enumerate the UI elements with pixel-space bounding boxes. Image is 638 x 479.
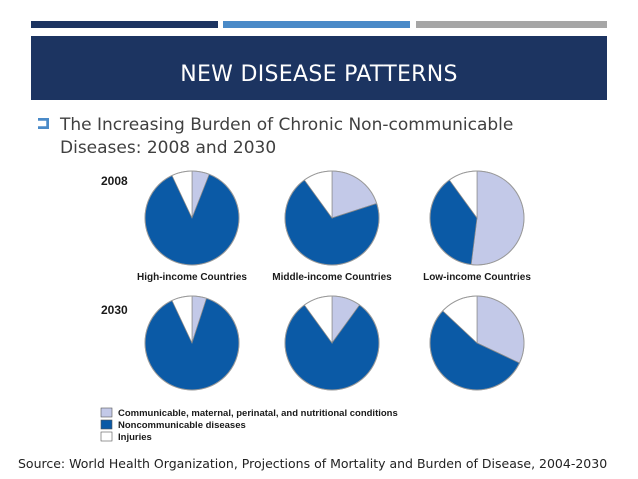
- pie-outline-2008-high-income: [144, 170, 240, 266]
- source-citation: Source: World Health Organization, Proje…: [18, 456, 608, 471]
- legend-swatch-noncommunicable: [100, 419, 113, 430]
- column-label-low-income: Low-income Countries: [423, 272, 531, 283]
- legend-label-communicable: Communicable, maternal, perinatal, and n…: [118, 408, 398, 419]
- pie-outline-2008-low-income: [429, 170, 525, 266]
- legend: Communicable, maternal, perinatal, and n…: [100, 407, 398, 443]
- pie-outline-2008-middle-income: [284, 170, 380, 266]
- legend-label-injuries: Injuries: [118, 432, 152, 443]
- column-label-middle-income: Middle-income Countries: [272, 272, 392, 283]
- top-accent-bar-blue: [223, 21, 410, 28]
- bullet-text: The Increasing Burden of Chronic Non-com…: [60, 115, 514, 158]
- title-banner: NEW DISEASE PATTERNS: [31, 36, 607, 100]
- legend-swatch-communicable: [100, 407, 113, 418]
- top-accent-bar-navy: [31, 21, 218, 28]
- legend-swatch-injuries: [100, 431, 113, 442]
- top-accent-bar-gray: [416, 21, 607, 28]
- pie-slice-2008-low-income-communicable: [470, 170, 525, 266]
- legend-label-noncommunicable: Noncommunicable diseases: [118, 420, 246, 431]
- pie-outline-2030-low-income: [429, 295, 525, 391]
- pie-grid: [144, 170, 525, 391]
- pie-outline-2030-middle-income: [284, 295, 380, 391]
- year-label-2008: 2008: [101, 174, 128, 188]
- pie-outline-2030-high-income: [144, 295, 240, 391]
- column-label-high-income: High-income Countries: [137, 272, 247, 283]
- year-label-2030: 2030: [101, 303, 128, 317]
- slide-title: NEW DISEASE PATTERNS: [180, 61, 458, 87]
